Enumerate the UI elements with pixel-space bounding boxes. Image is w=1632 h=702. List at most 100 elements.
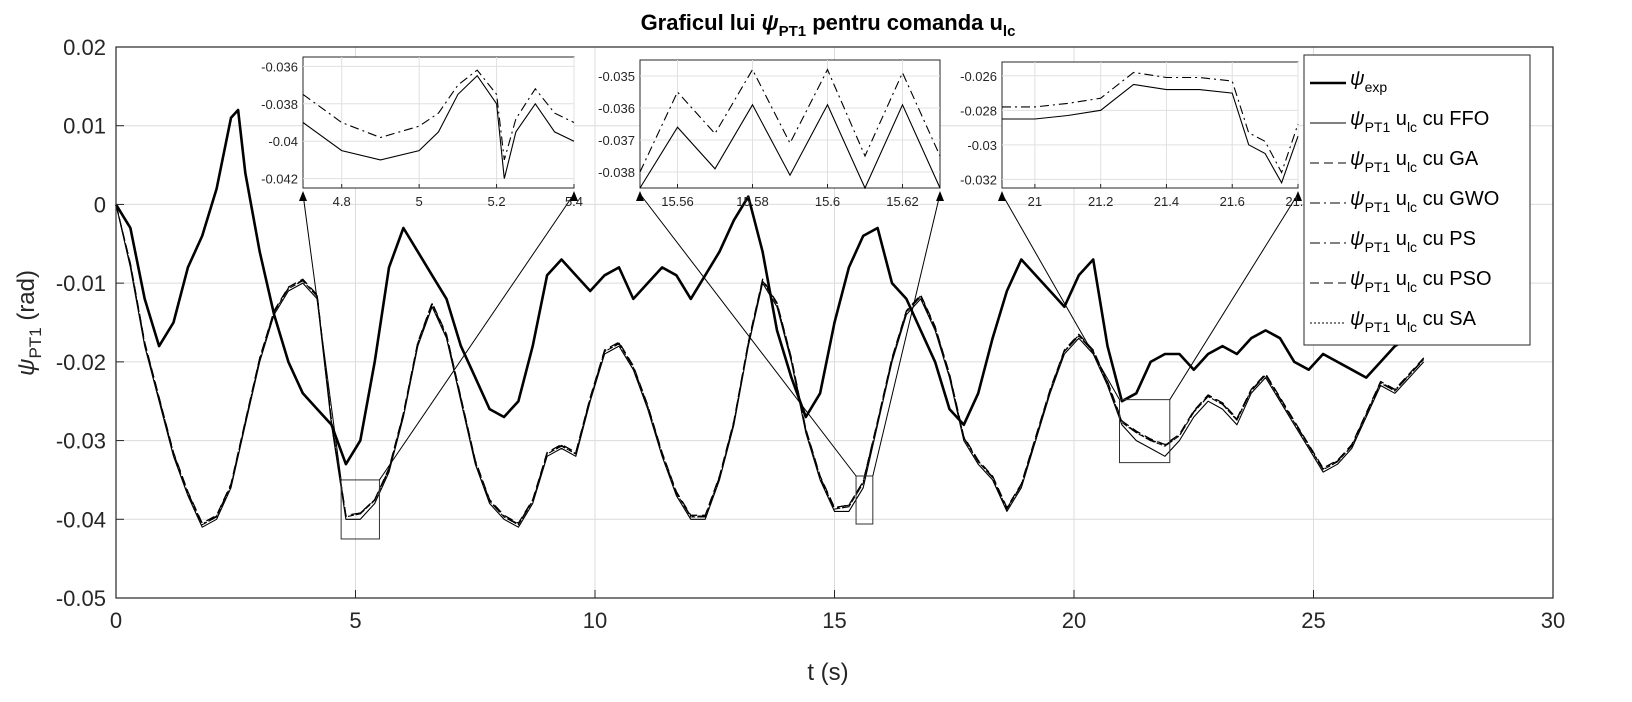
zoom-arrowhead <box>998 191 1006 201</box>
inset-series-upper <box>639 68 941 173</box>
inset-axes-3: 21 21.2 21.4 21.6 21.8-0.026-0.028-0.03-0.03… <box>960 61 1311 209</box>
legend-sub: PT1 <box>1365 159 1391 175</box>
title-end-sub: lc <box>1003 23 1016 40</box>
inset-y-tick-label: -0.035 <box>598 69 635 84</box>
zoom-connector <box>639 193 857 477</box>
y-tick-label: -0.03 <box>56 429 106 454</box>
main-ticks: 0 5 10 15 20 25 30 0.02 0.01 0 -0.01 -0.02 -0.03 -0.0… <box>56 35 1565 633</box>
y-axis-label-unit <box>13 321 40 328</box>
legend-symbol: ψ <box>1350 188 1365 210</box>
inset-x-tick-label: 5.4 <box>565 194 583 209</box>
inset-x-tick-label: 15.58 <box>736 194 769 209</box>
inset-x-tick-label: 15.56 <box>661 194 694 209</box>
inset-y-tick-label: -0.037 <box>598 133 635 148</box>
legend-mid: u <box>1390 268 1407 290</box>
inset-y-tick-label: -0.032 <box>960 172 997 187</box>
inset-x-tick-label: 15.6 <box>815 194 840 209</box>
legend-mid: u <box>1390 308 1407 330</box>
zoom-connector <box>302 193 342 480</box>
title-symbol: ψ <box>762 10 779 35</box>
legend-mid-sub: lc <box>1407 279 1417 295</box>
series-line-5 <box>115 204 1425 524</box>
zoom-box <box>340 479 380 540</box>
y-axis-label-unit-text: (rad) <box>13 270 40 321</box>
legend-text: cu PSO <box>1417 268 1491 290</box>
inset-x-tick-label: 5 <box>416 194 423 209</box>
zoom-arrowhead <box>1294 191 1302 201</box>
inset-x-tick-label: 5.2 <box>488 194 506 209</box>
inset-y-tick-label: -0.026 <box>960 69 997 84</box>
legend-entry: ψPT1 ulc cu FFO <box>1350 108 1489 135</box>
legend-sub: PT1 <box>1365 119 1391 135</box>
inset-y-tick-label: -0.028 <box>960 103 997 118</box>
zoom-connector <box>379 193 575 481</box>
legend-entry: ψPT1 ulc cu PSO <box>1350 268 1492 295</box>
inset-series-upper <box>302 69 575 161</box>
x-tick-label: 20 <box>1062 608 1086 633</box>
inset-axes-2: 15.56 15.58 15.6 15.62 -0.035 -0.036 -0.037 -0.… <box>598 59 941 209</box>
legend-symbol: ψ <box>1350 148 1365 170</box>
y-axis-label-symbol: ψ <box>13 359 40 376</box>
main-series <box>114 108 1425 528</box>
legend-mid-sub: lc <box>1407 239 1417 255</box>
zoom-boxes <box>299 191 1302 540</box>
inset-frame <box>639 59 941 189</box>
legend-entry: ψPT1 ulc cu PS <box>1350 228 1476 255</box>
zoom-box <box>855 475 874 525</box>
title-middle: pentru comanda u <box>806 10 1003 35</box>
inset-series-lower <box>639 103 941 190</box>
legend-entry: ψPT1 ulc cu GA <box>1350 148 1479 175</box>
inset-series-lower <box>302 74 575 179</box>
legend-mid-sub: lc <box>1407 159 1417 175</box>
y-tick-label: 0.02 <box>63 35 106 60</box>
zoom-connector <box>872 193 941 477</box>
title-symbol-sub: PT1 <box>779 23 807 40</box>
inset-series-lower <box>1002 83 1299 185</box>
inset-x-tick-label: 21 <box>1028 194 1042 209</box>
legend-mid: u <box>1390 228 1407 250</box>
legend-mid: u <box>1390 188 1407 210</box>
x-tick-label: 0 <box>110 608 122 633</box>
inset-axes-1: 4.8 5 5.2 5.4 -0.036 -0.038 -0.04 -0.042 <box>261 56 583 209</box>
series-line-6 <box>115 204 1425 526</box>
legend-entry: ψPT1 ulc cu SA <box>1350 308 1477 335</box>
x-tick-label: 25 <box>1301 608 1325 633</box>
inset-y-tick-label: -0.03 <box>967 138 997 153</box>
legend-text: cu PS <box>1417 228 1476 250</box>
inset-y-tick-label: -0.042 <box>261 172 298 187</box>
inset-y-tick-label: -0.038 <box>261 97 298 112</box>
y-tick-label: -0.01 <box>56 271 106 296</box>
inset-x-tick-label: 21.2 <box>1088 194 1113 209</box>
legend-text: cu FFO <box>1417 108 1489 130</box>
legend-mid-sub: lc <box>1407 199 1417 215</box>
legend-sub: PT1 <box>1365 239 1391 255</box>
zoom-arrowhead <box>570 191 578 201</box>
legend-symbol: ψ <box>1350 228 1365 250</box>
zoom-box <box>1119 399 1171 464</box>
inset-y-tick-label: -0.036 <box>261 59 298 74</box>
x-axis-label: t (s) <box>807 659 848 686</box>
legend-text: cu GWO <box>1417 188 1499 210</box>
y-tick-label: -0.02 <box>56 350 106 375</box>
y-axis-label-sub: PT1 <box>26 327 45 358</box>
x-tick-label: 15 <box>822 608 846 633</box>
legend-symbol: ψ <box>1350 308 1365 330</box>
inset-series-upper <box>1002 71 1299 174</box>
axes-frame <box>115 46 1554 599</box>
zoom-connector <box>1001 193 1120 400</box>
legend-symbol: ψ <box>1350 68 1365 90</box>
inset-x-tick-label: 21.4 <box>1154 194 1179 209</box>
inset-x-tick-label: 21.6 <box>1220 194 1245 209</box>
zoom-arrowhead <box>299 191 307 201</box>
legend-symbol: ψ <box>1350 268 1365 290</box>
zoom-arrowhead <box>636 191 644 201</box>
zoom-arrowhead <box>936 191 944 201</box>
inset-frame <box>1001 61 1299 189</box>
legend-text: cu SA <box>1417 308 1477 330</box>
inset-y-tick-label: -0.038 <box>598 165 635 180</box>
inset-x-tick-label: 15.62 <box>886 194 919 209</box>
